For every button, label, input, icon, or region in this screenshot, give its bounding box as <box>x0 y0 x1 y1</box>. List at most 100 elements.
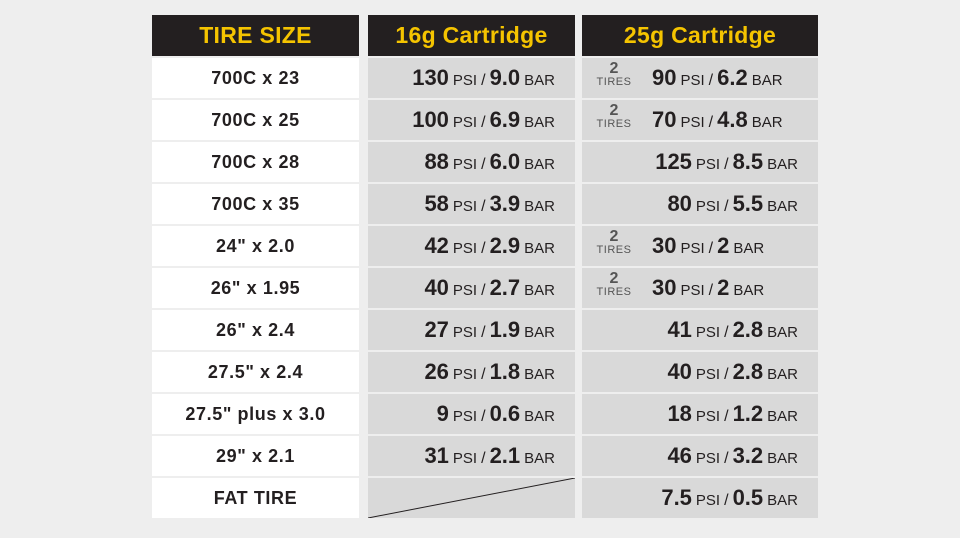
cartridge-25g-cell: 2 TIRES 90 PSI/6.2 BAR <box>582 58 818 98</box>
psi-unit: PSI <box>452 114 478 131</box>
tire-size-cell: 26" x 1.95 <box>152 268 359 308</box>
pressure-value: 27 PSI/1.9 BAR <box>424 317 555 343</box>
bar-unit: BAR <box>524 198 555 215</box>
psi-unit: PSI <box>452 240 478 257</box>
psi-value: 41 <box>667 317 692 342</box>
bar-value: 8.5 <box>732 149 764 174</box>
bar-unit: BAR <box>767 198 798 215</box>
cartridge-25g-cell: 7.5 PSI/0.5 BAR <box>582 478 818 518</box>
bar-unit: BAR <box>767 324 798 341</box>
psi-unit: PSI <box>452 324 478 341</box>
psi-unit: PSI <box>680 240 705 257</box>
bar-value: 1.8 <box>489 359 521 384</box>
psi-value: 58 <box>424 191 449 216</box>
tire-size-cell: 700C x 23 <box>152 58 359 98</box>
tire-size-cell: 700C x 35 <box>152 184 359 224</box>
psi-value: 80 <box>667 191 692 216</box>
bar-value: 9.0 <box>489 65 521 90</box>
tire-size-header: TIRE SIZE <box>152 15 359 56</box>
psi-value: 90 <box>652 65 677 90</box>
bar-value: 1.2 <box>732 401 764 426</box>
cartridge-16g-cell: 88 PSI/6.0 BAR <box>368 142 575 182</box>
psi-value: 46 <box>667 443 692 468</box>
psi-unit: PSI <box>452 408 478 425</box>
psi-value: 40 <box>424 275 449 300</box>
cartridge-16g-header: 16g Cartridge <box>368 15 575 56</box>
cartridge-25g-cell: 80 PSI/5.5 BAR <box>582 184 818 224</box>
unit-separator: / <box>481 72 486 89</box>
tires-label: TIRES <box>596 286 632 298</box>
psi-value: 31 <box>424 443 449 468</box>
cartridge-25g-cell: 41 PSI/2.8 BAR <box>582 310 818 350</box>
unit-separator: / <box>708 114 714 131</box>
pressure-value: 9 PSI/0.6 BAR <box>437 401 555 427</box>
bar-value: 2.7 <box>489 275 521 300</box>
tires-count: 2 <box>609 102 619 119</box>
unit-separator: / <box>481 198 486 215</box>
pressure-value: 7.5 PSI/0.5 BAR <box>661 485 798 511</box>
bar-unit: BAR <box>733 282 765 299</box>
cartridge-16g-column: 16g Cartridge 130 PSI/9.0 BAR 100 PSI/6.9 BAR… <box>368 15 575 518</box>
tire-size-column: TIRE SIZE 700C x 23 700C x 25 700C x 28 700… <box>152 15 359 518</box>
psi-unit: PSI <box>452 450 478 467</box>
unit-separator: / <box>724 156 729 173</box>
bar-unit: BAR <box>524 72 555 89</box>
tire-size-cell: 27.5" plus x 3.0 <box>152 394 359 434</box>
tires-label: TIRES <box>596 76 632 88</box>
bar-value: 3.9 <box>489 191 521 216</box>
unit-separator: / <box>481 114 486 131</box>
tire-size-cell: 700C x 28 <box>152 142 359 182</box>
psi-value: 70 <box>652 107 677 132</box>
psi-unit: PSI <box>695 492 721 509</box>
unit-separator: / <box>708 72 714 89</box>
bar-value: 6.2 <box>717 65 748 90</box>
pressure-value: 30 PSI/2 BAR <box>652 233 764 259</box>
cartridge-25g-header: 25g Cartridge <box>582 15 818 56</box>
tires-label: TIRES <box>596 118 632 130</box>
cartridge-25g-cell: 18 PSI/1.2 BAR <box>582 394 818 434</box>
pressure-value: 42 PSI/2.9 BAR <box>424 233 555 259</box>
unit-separator: / <box>724 492 729 509</box>
unit-separator: / <box>481 156 486 173</box>
psi-value: 125 <box>655 149 692 174</box>
psi-value: 30 <box>652 275 677 300</box>
bar-unit: BAR <box>751 114 783 131</box>
two-tires-badge: 2 TIRES <box>592 61 636 88</box>
bar-unit: BAR <box>524 114 555 131</box>
cartridge-16g-cell: 58 PSI/3.9 BAR <box>368 184 575 224</box>
bar-value: 0.6 <box>489 401 521 426</box>
tires-count: 2 <box>609 228 619 245</box>
bar-unit: BAR <box>767 492 798 509</box>
psi-unit: PSI <box>695 324 721 341</box>
bar-value: 2.8 <box>732 359 764 384</box>
diagonal-slash <box>368 478 575 518</box>
unit-separator: / <box>481 282 486 299</box>
psi-value: 100 <box>412 107 449 132</box>
bar-unit: BAR <box>524 324 555 341</box>
pressure-value: 70 PSI/4.8 BAR <box>652 107 783 133</box>
cartridge-25g-column: 25g Cartridge 2 TIRES 90 PSI/6.2 BAR 2 TIRES 70… <box>582 15 818 518</box>
unit-separator: / <box>481 366 486 383</box>
psi-unit: PSI <box>680 72 705 89</box>
unit-separator: / <box>481 324 486 341</box>
tire-size-cell: FAT TIRE <box>152 478 359 518</box>
pressure-value: 18 PSI/1.2 BAR <box>667 401 798 427</box>
psi-unit: PSI <box>695 366 721 383</box>
unit-separator: / <box>724 198 729 215</box>
cartridge-16g-cell: 27 PSI/1.9 BAR <box>368 310 575 350</box>
psi-value: 7.5 <box>661 485 692 510</box>
psi-unit: PSI <box>452 72 478 89</box>
two-tires-badge: 2 TIRES <box>592 103 636 130</box>
unit-separator: / <box>481 450 486 467</box>
tire-size-cell: 24" x 2.0 <box>152 226 359 266</box>
pressure-value: 58 PSI/3.9 BAR <box>424 191 555 217</box>
tire-size-cell: 26" x 2.4 <box>152 310 359 350</box>
pressure-value: 46 PSI/3.2 BAR <box>667 443 798 469</box>
psi-value: 40 <box>667 359 692 384</box>
bar-unit: BAR <box>767 156 798 173</box>
bar-value: 2 <box>717 233 730 258</box>
unit-separator: / <box>724 450 729 467</box>
bar-value: 4.8 <box>717 107 748 132</box>
bar-value: 0.5 <box>732 485 764 510</box>
bar-unit: BAR <box>524 450 555 467</box>
